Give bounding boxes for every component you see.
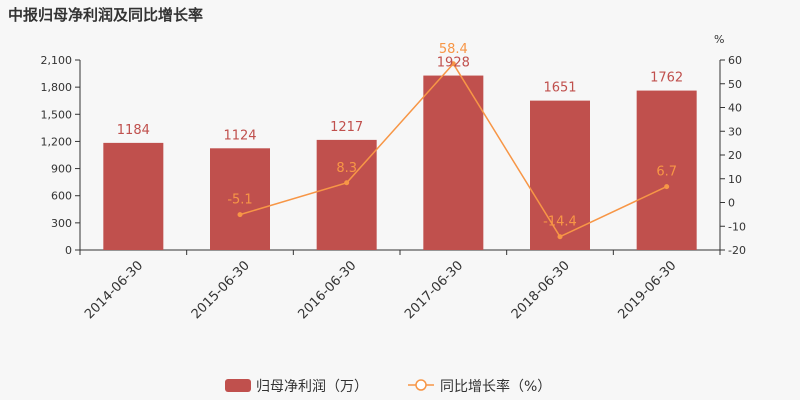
bar[interactable] [423,75,484,250]
growth-point[interactable] [557,234,563,240]
growth-line [237,61,670,240]
right-tick-label: 20 [728,149,742,162]
bar-value-label: 1217 [330,120,363,135]
left-tick-label: 900 [51,163,72,176]
right-tick-label: 0 [728,197,735,210]
right-tick-label: -20 [728,244,746,257]
right-tick-label: 50 [728,78,742,91]
bar[interactable] [636,90,697,250]
bar[interactable] [103,142,164,250]
right-tick-label: 30 [728,125,742,138]
right-axis-unit: % [714,33,724,46]
left-tick-label: 0 [65,244,72,257]
chart-title: 中报归母净利润及同比增长率 [8,6,203,24]
left-tick-label: 1,200 [41,135,73,148]
bar-value-label: 1651 [543,81,576,96]
bars [103,75,697,250]
growth-value-label: 6.7 [656,165,677,180]
bar[interactable] [530,100,590,250]
bar[interactable] [316,139,377,250]
growth-point[interactable] [344,180,350,186]
data-labels: 1184 1124 1217 1928 1651 1762 -5.1 8.3 58.4 -14.4… [117,42,683,230]
right-tick-label: 60 [728,54,742,67]
legend-bar-swatch [225,379,251,392]
right-tick-label: -10 [728,220,746,233]
bar-value-label: 1184 [117,123,150,138]
left-tick-label: 600 [51,190,72,203]
legend-bar-label: 归母净利润（万） [256,378,368,395]
growth-value-label: 58.4 [439,42,468,57]
legend-line-label: 同比增长率（%） [440,378,551,395]
bar-value-label: 1928 [437,56,470,71]
x-tick-label: 2019-06-30 [615,258,679,322]
bar-value-label: 1762 [650,71,683,86]
growth-point[interactable] [664,184,670,190]
x-tick-label: 2014-06-30 [82,258,146,322]
left-tick-label: 1,800 [41,81,73,94]
growth-point[interactable] [237,212,243,218]
right-tick-label: 10 [728,173,742,186]
bar[interactable] [210,148,270,250]
left-tick-label: 300 [51,217,72,230]
x-tick-label: 2016-06-30 [295,258,359,322]
legend[interactable]: 归母净利润（万） 同比增长率（%） [225,378,551,395]
bar-value-label: 1124 [223,128,256,143]
x-tick-label: 2017-06-30 [402,258,466,322]
growth-value-label: 8.3 [336,161,357,176]
legend-line-marker [415,379,427,391]
left-tick-label: 1,500 [41,108,73,121]
growth-point[interactable] [450,61,456,67]
left-tick-label: 2,100 [41,54,73,67]
x-tick-label: 2018-06-30 [509,258,573,322]
growth-value-label: -14.4 [543,215,577,230]
x-tick-label: 2015-06-30 [189,258,253,322]
right-tick-label: 40 [728,102,742,115]
growth-value-label: -5.1 [227,193,252,208]
